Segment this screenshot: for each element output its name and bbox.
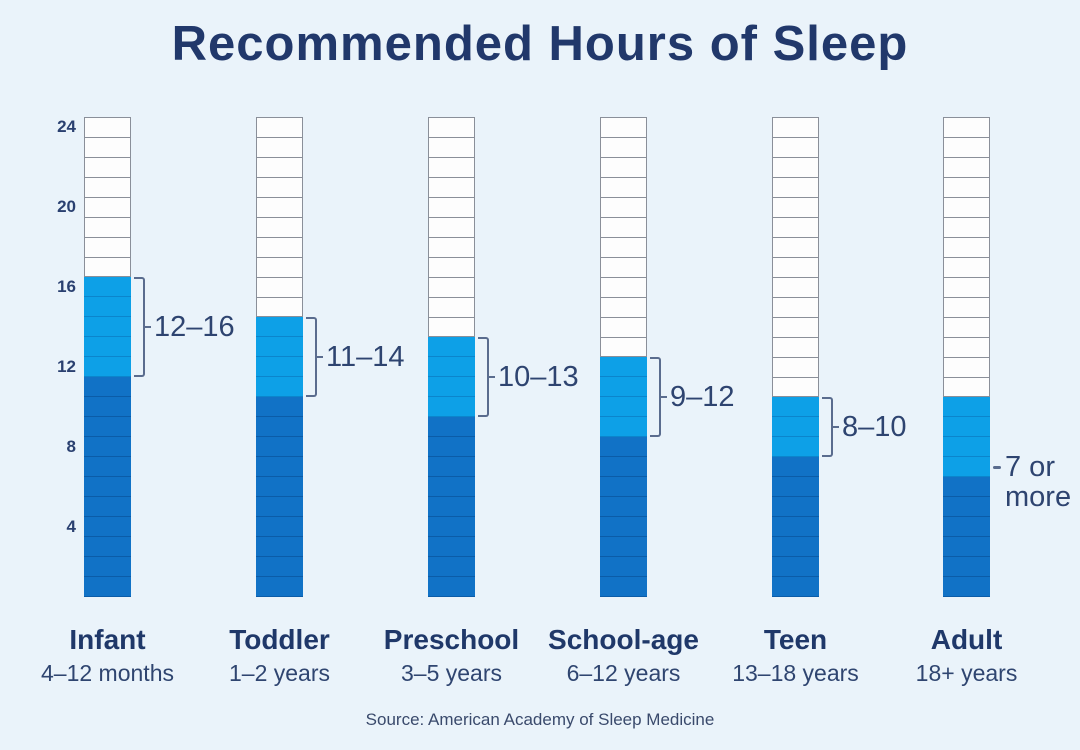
age-group-range-teen: 13–18 years (732, 660, 859, 686)
below-range-segment (772, 457, 819, 597)
chart-title: Recommended Hours of Sleep (171, 17, 909, 71)
recommended-range-segment (600, 357, 647, 437)
sleep-column-toddler (256, 117, 303, 597)
range-label-school-age: 9–12 (670, 381, 735, 413)
age-group-range-school-age: 6–12 years (566, 660, 681, 686)
range-label-toddler: 11–14 (326, 341, 405, 373)
range-label-teen: 8–10 (842, 411, 907, 443)
range-tick-adult (993, 466, 1001, 469)
axis-tick-16: 16 (57, 277, 76, 296)
below-range-segment (428, 417, 475, 597)
age-group-name-preschool: Preschool (383, 624, 520, 655)
axis-tick-8: 8 (66, 437, 76, 456)
range-label-preschool: 10–13 (498, 361, 579, 393)
sleep-column-school-age (600, 117, 647, 597)
recommended-range-segment (256, 317, 303, 397)
range-bracket-infant (134, 277, 151, 377)
age-group-name-infant: Infant (69, 624, 146, 655)
recommended-range-segment (772, 397, 819, 457)
empty-hours-segment (256, 117, 303, 317)
range-bracket-school-age (650, 357, 667, 437)
recommended-range-segment (428, 337, 475, 417)
below-range-segment (943, 477, 990, 597)
age-group-range-toddler: 1–2 years (228, 660, 330, 686)
axis-tick-20: 20 (57, 197, 76, 216)
bracket-tick (831, 426, 839, 428)
source-caption: Source: American Academy of Sleep Medici… (365, 710, 715, 729)
age-group-name-teen: Teen (763, 624, 828, 655)
age-group-range-preschool: 3–5 years (400, 660, 502, 686)
empty-hours-segment (428, 117, 475, 337)
empty-hours-segment (600, 117, 647, 357)
axis-tick-4: 4 (66, 517, 76, 536)
bracket-tick (487, 376, 495, 378)
empty-hours-segment (772, 117, 819, 397)
bracket-tick (143, 326, 151, 328)
below-range-segment (256, 397, 303, 597)
recommended-range-segment (943, 397, 990, 477)
recommended-range-segment (84, 277, 131, 377)
below-range-segment (84, 377, 131, 597)
bracket-tick (315, 356, 323, 358)
range-label-adult: 7 or more (1005, 451, 1072, 513)
age-group-range-infant: 4–12 months (41, 660, 174, 686)
age-group-name-school-age: School-age (548, 624, 699, 655)
age-group-range-adult: 18+ years (915, 660, 1018, 686)
range-bracket-toddler (306, 317, 323, 397)
range-bracket-teen (822, 397, 839, 457)
below-range-segment (600, 437, 647, 597)
axis-tick-24: 24 (57, 117, 76, 136)
empty-hours-segment (943, 117, 990, 397)
sleep-column-adult (943, 117, 990, 597)
age-group-name-adult: Adult (930, 624, 1003, 655)
sleep-column-preschool (428, 117, 475, 597)
axis-tick-12: 12 (57, 357, 76, 376)
range-bracket-preschool (478, 337, 495, 417)
range-label-infant: 12–16 (154, 311, 235, 343)
bracket-tick (659, 396, 667, 398)
sleep-column-teen (772, 117, 819, 597)
empty-hours-segment (84, 117, 131, 277)
sleep-column-infant (84, 117, 131, 597)
age-group-name-toddler: Toddler (229, 624, 330, 655)
